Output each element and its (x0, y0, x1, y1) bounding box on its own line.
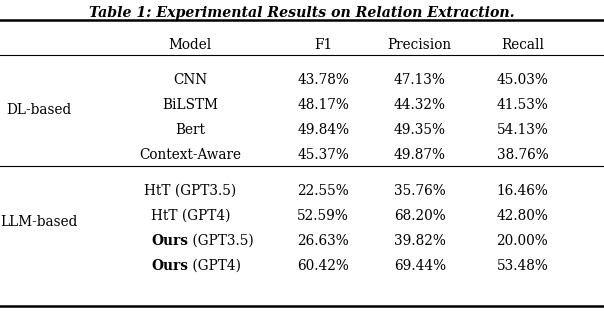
Text: HtT (GPT3.5): HtT (GPT3.5) (144, 184, 236, 198)
Text: 45.03%: 45.03% (496, 73, 548, 87)
Text: 22.55%: 22.55% (297, 184, 349, 198)
Text: Bert: Bert (175, 123, 205, 137)
Text: Ours: Ours (152, 259, 188, 273)
Text: 45.37%: 45.37% (297, 148, 349, 162)
Text: (GPT4): (GPT4) (188, 259, 241, 273)
Text: HtT (GPT4): HtT (GPT4) (150, 209, 230, 223)
Text: (GPT3.5): (GPT3.5) (188, 234, 254, 248)
Text: BiLSTM: BiLSTM (162, 98, 218, 112)
Text: 43.78%: 43.78% (297, 73, 349, 87)
Text: 53.48%: 53.48% (496, 259, 548, 273)
Text: 26.63%: 26.63% (297, 234, 349, 248)
Text: 39.82%: 39.82% (394, 234, 446, 248)
Text: LLM-based: LLM-based (1, 214, 78, 229)
Text: 44.32%: 44.32% (394, 98, 446, 112)
Text: 69.44%: 69.44% (394, 259, 446, 273)
Text: Table 1: Experimental Results on Relation Extraction.: Table 1: Experimental Results on Relatio… (89, 6, 515, 20)
Text: 54.13%: 54.13% (496, 123, 548, 137)
Text: 52.59%: 52.59% (297, 209, 349, 223)
Text: 49.35%: 49.35% (394, 123, 446, 137)
Text: 41.53%: 41.53% (496, 98, 548, 112)
Text: 48.17%: 48.17% (297, 98, 349, 112)
Text: 16.46%: 16.46% (496, 184, 548, 198)
Text: Recall: Recall (501, 38, 544, 52)
Text: 49.84%: 49.84% (297, 123, 349, 137)
Text: 47.13%: 47.13% (394, 73, 446, 87)
Text: Context-Aware: Context-Aware (140, 148, 241, 162)
Text: Model: Model (169, 38, 212, 52)
Text: 60.42%: 60.42% (297, 259, 349, 273)
Text: 38.76%: 38.76% (496, 148, 548, 162)
Text: 42.80%: 42.80% (496, 209, 548, 223)
Text: Precision: Precision (388, 38, 452, 52)
Text: DL-based: DL-based (7, 104, 72, 117)
Text: 35.76%: 35.76% (394, 184, 446, 198)
Text: 20.00%: 20.00% (496, 234, 548, 248)
Text: F1: F1 (314, 38, 332, 52)
Text: Ours: Ours (152, 234, 188, 248)
Text: 68.20%: 68.20% (394, 209, 446, 223)
Text: 49.87%: 49.87% (394, 148, 446, 162)
Text: CNN: CNN (173, 73, 207, 87)
